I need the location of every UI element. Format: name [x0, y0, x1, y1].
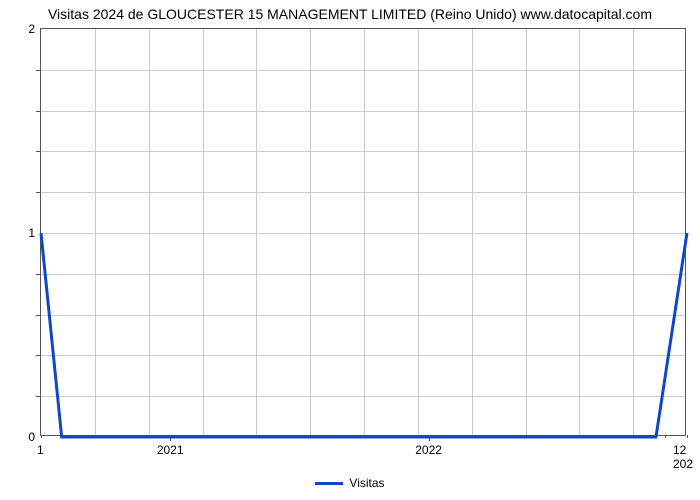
- x-edge-right-label: 12 202: [673, 443, 693, 471]
- legend-label: Visitas: [349, 476, 384, 490]
- series-line: [41, 233, 687, 437]
- x-tick-label: 2021: [157, 443, 184, 457]
- x-minor-tick: [687, 435, 688, 438]
- plot-area: 01220212022112 202: [40, 28, 686, 436]
- legend: Visitas: [0, 476, 700, 490]
- y-tick-label: 0: [28, 430, 35, 444]
- y-tick-label: 1: [28, 226, 35, 240]
- chart-title: Visitas 2024 de GLOUCESTER 15 MANAGEMENT…: [0, 6, 700, 22]
- y-tick-label: 2: [28, 22, 35, 36]
- line-layer: [41, 29, 687, 437]
- x-edge-left-label: 1: [37, 443, 44, 457]
- x-tick-label: 2022: [415, 443, 442, 457]
- legend-swatch: [315, 482, 343, 485]
